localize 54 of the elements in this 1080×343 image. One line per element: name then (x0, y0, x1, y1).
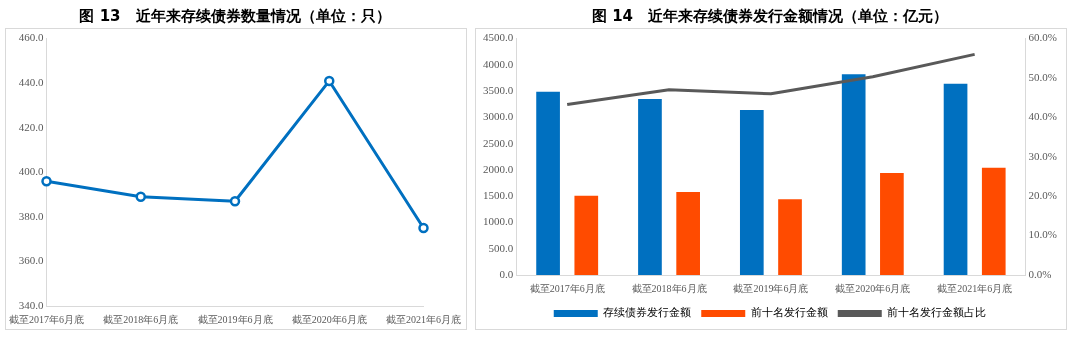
x-tick-label: 截至2019年6月底 (733, 282, 809, 294)
y-tick-label: 380.0 (18, 209, 44, 222)
bar (536, 91, 560, 275)
y-tick-label: 2000.0 (483, 162, 514, 175)
bar (841, 74, 866, 275)
bar (880, 173, 904, 275)
point (418, 222, 429, 234)
point (41, 175, 52, 187)
chart-title: 图 14 近年来存续债券发行金额情况（单位：亿元） (590, 6, 950, 27)
y-tick-label: 440.0 (18, 76, 44, 89)
y-tick-label: 420.0 (18, 120, 44, 133)
y-tick-label: 2500.0 (483, 136, 514, 149)
bar (778, 199, 802, 275)
legend-label: 前十名发行金额 (750, 306, 828, 319)
x-tick-label: 截至2018年6月底 (631, 282, 707, 294)
y-tick-label: 4500.0 (483, 31, 514, 44)
chart-title: 图 13 近年来存续债券数量情况（单位：只） (78, 6, 392, 27)
bar (943, 83, 968, 275)
bar (739, 110, 764, 275)
x-tick-label: 截至2021年6月底 (386, 313, 461, 325)
x-tick-label: 截至2017年6月底 (529, 282, 605, 294)
y-tick-label: 4000.0 (483, 57, 514, 70)
y2-tick-label: 10.0% (1028, 228, 1058, 241)
y-tick-label: 1000.0 (483, 215, 514, 228)
x-tick-label: 截至2018年6月底 (103, 313, 179, 325)
bar (574, 195, 599, 275)
y2-tick-label: 20.0% (1028, 189, 1058, 202)
y-tick-label: 400.0 (18, 165, 44, 178)
x-tick-label: 截至2020年6月底 (835, 282, 911, 294)
x-tick-label: 截至2017年6月底 (9, 313, 84, 325)
point (229, 196, 241, 207)
y2-tick-label: 60.0% (1028, 31, 1058, 44)
x-tick-label: 截至2019年6月底 (197, 313, 273, 325)
y-tick-label: 3500.0 (483, 84, 514, 97)
y2-tick-label: 50.0% (1028, 70, 1058, 83)
x-tick-label: 截至2021年6月底 (937, 282, 1013, 294)
y-tick-label: 1500.0 (483, 189, 514, 202)
y-tick-label: 500.0 (488, 241, 514, 254)
y-tick-label: 340.0 (18, 298, 44, 311)
y2-tick-label: 30.0% (1028, 149, 1058, 162)
point (324, 75, 335, 87)
point (135, 191, 146, 203)
bar (981, 167, 1006, 275)
bar (638, 99, 662, 275)
y-tick-label: 0.0 (499, 267, 514, 280)
legend-label: 前十名发行金额占比 (887, 306, 987, 319)
y-tick-label: 360.0 (18, 254, 44, 267)
y-tick-label: 3000.0 (483, 110, 514, 123)
y2-tick-label: 0.0% (1028, 267, 1052, 280)
x-tick-label: 截至2020年6月底 (291, 313, 367, 325)
legend-label: 存续债券发行金额 (603, 306, 692, 319)
bar (676, 192, 700, 275)
y-tick-label: 460.0 (18, 31, 44, 44)
y2-tick-label: 40.0% (1028, 110, 1058, 123)
